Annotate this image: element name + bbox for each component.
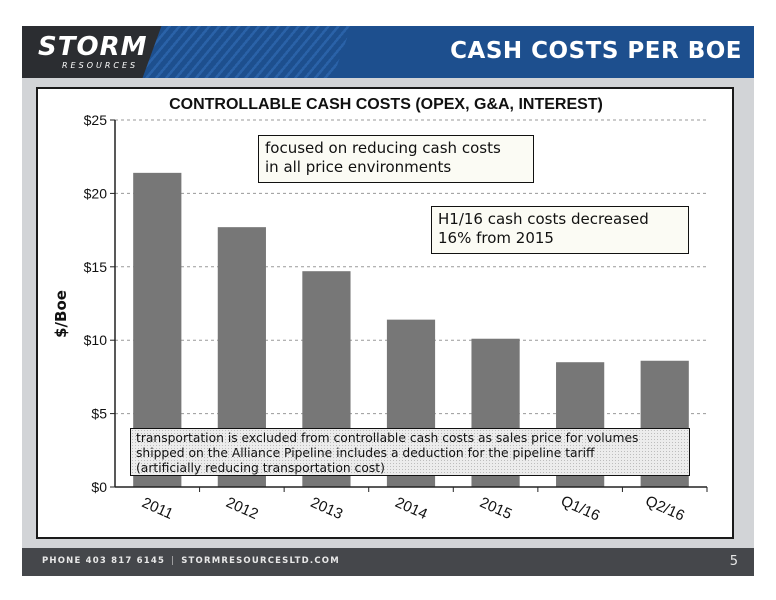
footer-bar: PHONE 403 817 6145 | STORMRESOURCESLTD.COM…	[22, 548, 754, 576]
transportation-note-line-1: transportation is excluded from controll…	[136, 431, 639, 445]
y-tick-label: $25	[84, 112, 108, 128]
x-tick-label: 2015	[477, 494, 514, 523]
header-stripes-decoration	[142, 26, 352, 78]
y-axis-label: $/Boe	[52, 290, 70, 338]
footer-separator: |	[171, 556, 176, 566]
y-tick-labels: $0 $5 $10 $15 $20 $25	[84, 112, 108, 495]
focus-callout-line-2: in all price environments	[265, 158, 452, 176]
focus-callout: focused on reducing cash costs in all pr…	[258, 135, 534, 183]
x-tick-label: 2013	[308, 494, 345, 523]
footer-contact: PHONE 403 817 6145 | STORMRESOURCESLTD.COM	[42, 556, 340, 566]
decrease-callout-line-1: H1/16 cash costs decreased	[438, 210, 649, 228]
focus-callout-line-1: focused on reducing cash costs	[265, 139, 501, 157]
y-tick-label: $20	[84, 185, 108, 201]
decrease-callout-line-2: 16% from 2015	[438, 229, 554, 247]
storm-logo: STORM	[38, 32, 148, 62]
page-title: CASH COSTS PER BOE	[450, 38, 742, 64]
y-tick-label: $5	[91, 406, 107, 422]
x-tick-label: 2014	[393, 494, 430, 523]
gridlines	[115, 119, 707, 415]
transportation-note-line-3: (artificially reducing transportation co…	[136, 461, 385, 475]
x-tick-label: Q1/16	[558, 492, 602, 524]
y-tick-label: $15	[84, 259, 108, 275]
header-bar: STORM RESOURCES CASH COSTS PER BOE	[22, 26, 754, 78]
x-tick-label: 2012	[223, 494, 260, 523]
footer-website-link[interactable]: STORMRESOURCESLTD.COM	[181, 556, 340, 566]
footer-phone: PHONE 403 817 6145	[42, 556, 166, 566]
storm-logo-subtitle: RESOURCES	[62, 61, 139, 70]
chart-title: CONTROLLABLE CASH COSTS (OPEX, G&A, INTE…	[169, 96, 603, 113]
axes	[110, 119, 708, 492]
y-tick-label: $0	[91, 479, 107, 495]
transportation-note-line-2: shipped on the Alliance Pipeline include…	[136, 446, 595, 460]
x-tick-label: 2011	[139, 494, 175, 523]
y-tick-label: $10	[84, 332, 108, 348]
x-tick-label: Q2/16	[643, 492, 687, 524]
x-tick-labels: 2011 2012 2013 2014 2015 Q1/16 Q2/16	[139, 492, 687, 524]
page-number: 5	[729, 554, 738, 569]
decrease-callout: H1/16 cash costs decreased 16% from 2015	[431, 206, 689, 254]
transportation-note: transportation is excluded from controll…	[130, 428, 690, 476]
